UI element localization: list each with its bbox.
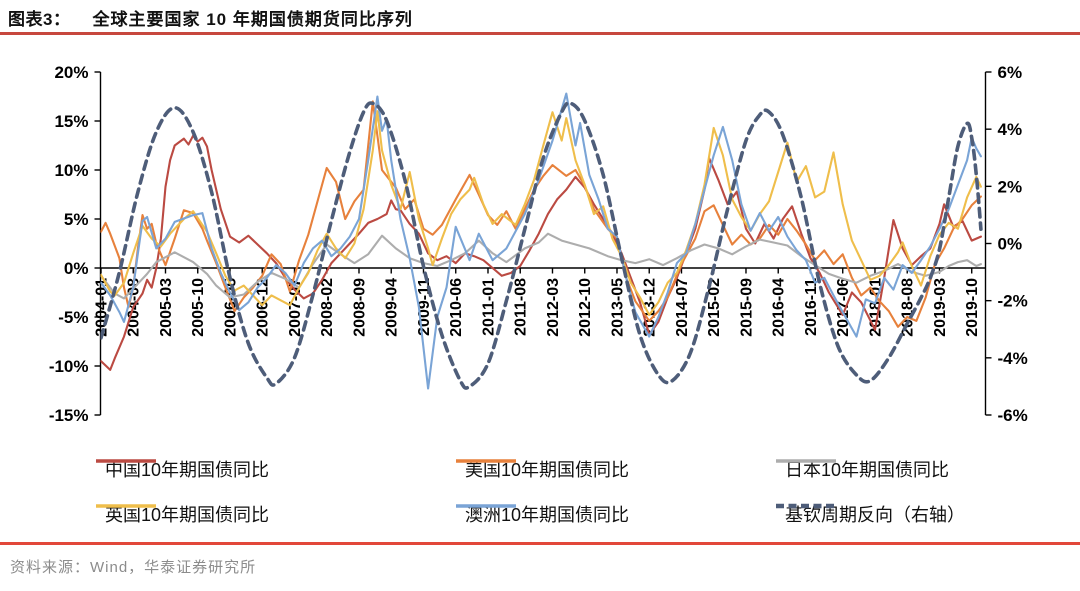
left-axis-tick-label: -10%: [49, 357, 89, 376]
legend-item-uk: 英国10年期国债同比: [95, 502, 269, 526]
left-axis-tick-label: 5%: [64, 210, 89, 229]
series-line-kitchin: [100, 101, 983, 390]
right-axis-tick-label: 6%: [998, 63, 1023, 82]
legend-label-kitchin: 基钦周期反向（右轴）: [785, 505, 965, 525]
left-axis-tick-label: 10%: [54, 161, 88, 180]
legend-line-sample-japan: [776, 459, 836, 463]
left-axis: 20% 15% 10% 5% 0% -5% -10% -15%: [49, 63, 101, 425]
legend-label-australia: 澳洲10年期国债同比: [465, 505, 630, 525]
x-axis-tick-label: 2018-08: [900, 278, 917, 337]
x-axis-tick-label: 2015-02: [706, 278, 723, 337]
legend-item-us: 美国10年期国债同比: [455, 457, 629, 481]
left-axis-tick-label: 15%: [54, 112, 88, 131]
right-axis-tick-label: 4%: [998, 120, 1023, 139]
right-axis: 6% 4% 2% 0% -2% -4% -6%: [985, 63, 1028, 425]
x-axis-tick-label: 2007-07: [287, 278, 304, 337]
x-axis-tick-label: 2012-10: [577, 278, 594, 337]
series-line-japan: [100, 232, 982, 300]
legend-line-sample-us: [456, 459, 516, 463]
x-axis-tick-label: 2016-04: [771, 278, 788, 337]
x-axis-tick-label: 2013-05: [609, 278, 626, 337]
series-lines: [100, 92, 983, 390]
x-axis-tick-label: 2014-07: [674, 278, 691, 337]
figure-header: 图表3： 全球主要国家 10 年期国债期货同比序列: [8, 5, 413, 30]
legend-label-china: 中国10年期国债同比: [105, 460, 270, 480]
x-axis-tick-label: 2011-08: [513, 278, 530, 336]
legend-item-australia: 澳洲10年期国债同比: [455, 502, 629, 526]
source-note: 资料来源：Wind，华泰证券研究所: [10, 559, 257, 576]
legend-item-kitchin: 基钦周期反向（右轴）: [775, 502, 965, 526]
figure-title: 全球主要国家 10 年期国债期货同比序列: [92, 10, 413, 29]
x-axis-tick-label: 2012-03: [545, 278, 562, 337]
x-axis-tick-label: 2008-02: [319, 278, 336, 337]
x-axis-tick-label: 2016-11: [803, 278, 820, 336]
legend-line-sample-kitchin: [776, 503, 836, 509]
right-axis-tick-label: -6%: [998, 406, 1028, 425]
right-axis-tick-label: 0%: [998, 235, 1023, 254]
footer-rule: [0, 542, 1080, 545]
legend-line-sample-uk: [96, 504, 156, 508]
right-axis-tick-label: -4%: [998, 349, 1028, 368]
x-axis-tick-label: 2011-01: [480, 278, 497, 336]
title-underline: [0, 32, 1080, 35]
series-line-uk: [100, 110, 982, 317]
legend-label-us: 美国10年期国债同比: [465, 460, 630, 480]
right-axis-tick-label: -2%: [998, 292, 1028, 311]
left-axis-tick-label: -5%: [58, 308, 88, 327]
left-axis-tick-label: 20%: [54, 63, 88, 82]
legend-item-japan: 日本10年期国债同比: [775, 457, 949, 481]
series-line-us: [100, 100, 982, 328]
legend-item-china: 中国10年期国债同比: [95, 457, 269, 481]
x-axis-tick-label: 2005-03: [158, 278, 175, 337]
x-axis-tick-label: 2009-04: [384, 278, 401, 337]
legend-label-japan: 日本10年期国债同比: [785, 460, 950, 480]
legend-label-uk: 英国10年期国债同比: [105, 505, 270, 525]
left-axis-tick-label: 0%: [64, 259, 89, 278]
x-axis-tick-label: 2015-09: [738, 278, 755, 337]
legend-line-sample-china: [96, 459, 156, 463]
right-axis-tick-label: 2%: [998, 177, 1023, 196]
x-axis-tick-label: 2019-03: [932, 278, 949, 337]
x-axis-tick-label: 2010-06: [448, 278, 465, 337]
legend-line-sample-australia: [456, 504, 516, 508]
x-axis-tick-label: 2019-10: [964, 278, 981, 337]
x-axis-tick-label: 2008-09: [351, 278, 368, 337]
x-axis-tick-label: 2006-12: [255, 278, 272, 337]
left-axis-tick-label: -15%: [49, 406, 89, 425]
figure-number: 图表3：: [8, 10, 71, 29]
x-axis-tick-label: 2005-10: [190, 278, 207, 337]
